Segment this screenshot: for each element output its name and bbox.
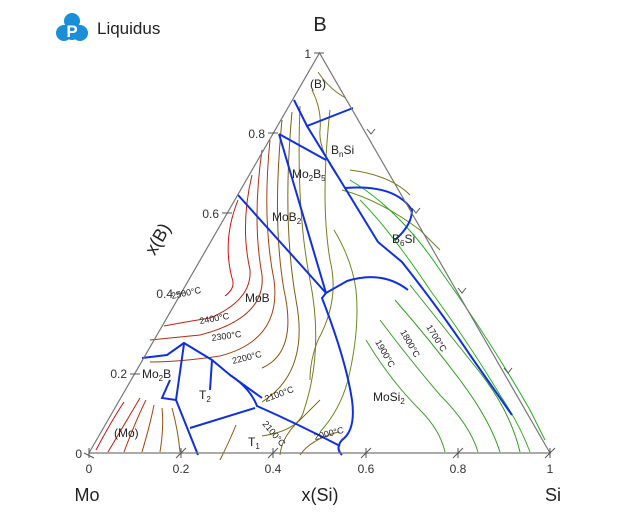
phase-boundary (229, 374, 263, 399)
isotherm-line (95, 401, 125, 451)
corner-label-right: Si (545, 485, 561, 505)
left-tick-labels: 0 0.2 0.4 0.6 0.8 1 (75, 47, 311, 461)
isotherm-label: 2500°C (170, 285, 202, 301)
tick-label: 1 (304, 47, 311, 61)
isotherm-line (309, 109, 334, 381)
isotherm-lines (95, 71, 546, 461)
phase-label: B6Si (392, 232, 415, 248)
phase-boundary (344, 187, 513, 416)
isotherm-line (224, 199, 239, 297)
isotherm-line (261, 111, 300, 403)
phase-boundary (306, 125, 414, 241)
isotherm-line (409, 284, 521, 453)
isotherm-line (141, 404, 155, 453)
phase-label: T1 (248, 435, 260, 451)
isotherm-label: 2300°C (211, 329, 243, 343)
phase-label: (Mo) (114, 426, 139, 440)
axis-title-bottom: x(Si) (302, 485, 339, 505)
tick-label: 0.4 (156, 287, 173, 301)
triangle-outline (87, 51, 552, 454)
app-title: Liquidus (97, 19, 161, 38)
isotherm-line (159, 407, 164, 453)
isotherm-line (163, 174, 253, 327)
isotherm-line (261, 105, 317, 437)
logo-icon: P (56, 13, 88, 41)
phase-label: BnSi (331, 143, 354, 159)
isotherm-line (219, 424, 237, 461)
phase-boundaries (141, 99, 513, 456)
tick-label: 0.2 (110, 367, 127, 381)
tick-label: 0.6 (202, 207, 219, 221)
isotherm-line (171, 407, 181, 453)
phase-boundary (278, 133, 327, 294)
phase-boundary (293, 99, 354, 128)
brand: P Liquidus (55, 12, 160, 46)
phase-label: Mo2B5 (292, 167, 326, 183)
isotherm-line (107, 397, 141, 453)
tick-label: 0.2 (173, 462, 190, 476)
isotherm-label: 1800°C (398, 328, 422, 360)
isotherm-line (319, 229, 358, 433)
isotherm-line (349, 179, 546, 441)
isotherm-line (394, 299, 501, 453)
phase-boundary (189, 407, 256, 429)
phase-boundary (175, 399, 199, 456)
phase-label: MoB2 (272, 210, 302, 226)
phase-boundary (237, 194, 409, 295)
tick-label: 0.8 (450, 462, 467, 476)
isotherm-line (149, 149, 263, 341)
isotherm-line (261, 119, 289, 369)
isotherm-line (349, 169, 411, 196)
phase-boundary (209, 359, 213, 391)
isotherm-line (379, 319, 479, 453)
tick-label: 0.8 (248, 127, 265, 141)
isotherm-line (279, 399, 321, 456)
tick-label: 1 (547, 462, 554, 476)
phase-boundary (278, 133, 327, 161)
phase-label: Mo2B (142, 367, 171, 383)
isotherm-line (365, 339, 446, 453)
isotherm-line (341, 189, 441, 251)
phase-label: MoSi2 (373, 390, 405, 406)
tick-label: 0 (75, 447, 82, 461)
isotherm-line (359, 199, 531, 453)
phase-label: (B) (310, 77, 326, 91)
phase-labels: (B) BnSi Mo2B5 MoB2 B6Si MoB Mo2B T2 (Mo… (114, 77, 415, 451)
isotherm-line (149, 139, 276, 363)
isotherm-line (123, 399, 147, 453)
isotherm-label: 2200°C (231, 349, 263, 366)
corner-label-top: B (313, 14, 326, 36)
isotherm-label: 2400°C (199, 311, 231, 326)
isotherm-label: 2100°C (260, 419, 287, 449)
phase-boundary (320, 292, 354, 456)
logo-letter: P (66, 22, 77, 41)
phase-label: MoB (245, 291, 270, 305)
isotherm-label: 1900°C (373, 338, 397, 370)
tick-marks (83, 52, 556, 459)
tick-label: 0 (86, 462, 93, 476)
isotherm-line (317, 71, 347, 99)
bottom-tick-labels: 0 0.2 0.4 0.6 0.8 1 (86, 462, 554, 476)
axis-title-left: x(B) (141, 220, 175, 259)
corner-label-left: Mo (74, 485, 99, 505)
ternary-frame (87, 51, 552, 454)
phase-boundary (160, 343, 185, 402)
tick-label: 0.4 (265, 462, 282, 476)
tick-label: 0.6 (358, 462, 375, 476)
phase-label: T2 (199, 388, 211, 404)
